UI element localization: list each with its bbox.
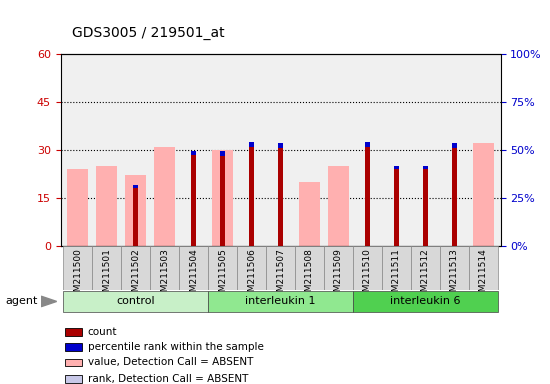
Bar <box>68 185 89 246</box>
Bar <box>133 185 139 246</box>
Text: GSM211513: GSM211513 <box>450 248 459 303</box>
Text: GSM211504: GSM211504 <box>189 248 198 303</box>
Bar <box>382 246 411 290</box>
Bar <box>65 328 81 336</box>
Bar <box>353 246 382 290</box>
Bar <box>212 150 233 246</box>
Bar <box>328 175 349 246</box>
Bar <box>472 143 493 246</box>
Text: GDS3005 / 219501_at: GDS3005 / 219501_at <box>72 26 224 40</box>
Text: GSM211507: GSM211507 <box>276 248 285 303</box>
Text: GSM211511: GSM211511 <box>392 248 401 303</box>
Bar <box>394 166 399 246</box>
Text: GSM211510: GSM211510 <box>363 248 372 303</box>
Text: GSM211506: GSM211506 <box>247 248 256 303</box>
Bar <box>299 182 320 246</box>
Text: value, Detection Call = ABSENT: value, Detection Call = ABSENT <box>87 358 253 367</box>
Bar <box>411 246 439 290</box>
Text: GSM211512: GSM211512 <box>421 248 430 303</box>
Bar <box>439 246 469 290</box>
Bar <box>208 246 237 290</box>
Bar <box>452 143 457 148</box>
Text: GSM211501: GSM211501 <box>102 248 111 303</box>
Bar <box>452 143 457 246</box>
Bar <box>150 246 179 290</box>
Bar <box>191 151 196 246</box>
Bar <box>365 142 370 246</box>
Bar <box>68 169 89 246</box>
Polygon shape <box>41 296 57 307</box>
Bar <box>295 246 324 290</box>
Bar <box>278 143 283 148</box>
Bar <box>96 185 117 246</box>
Bar <box>63 291 208 312</box>
Text: GSM211500: GSM211500 <box>73 248 82 303</box>
Bar <box>92 246 122 290</box>
Text: GSM211509: GSM211509 <box>334 248 343 303</box>
Text: GSM211503: GSM211503 <box>160 248 169 303</box>
Bar <box>122 246 150 290</box>
Text: agent: agent <box>6 296 38 306</box>
Bar <box>155 147 175 246</box>
Text: count: count <box>87 327 117 337</box>
Bar <box>365 142 370 147</box>
Bar <box>353 291 498 312</box>
Bar <box>237 246 266 290</box>
Bar <box>65 375 81 383</box>
Text: GSM211514: GSM211514 <box>478 248 488 303</box>
Bar <box>96 166 117 246</box>
Bar <box>155 162 175 246</box>
Bar <box>65 343 81 351</box>
Text: interleukin 1: interleukin 1 <box>245 296 316 306</box>
Bar <box>299 191 320 246</box>
Bar <box>422 166 428 246</box>
Bar <box>179 246 208 290</box>
Bar <box>65 359 81 366</box>
Text: GSM211505: GSM211505 <box>218 248 227 303</box>
Bar <box>191 151 196 155</box>
Bar <box>220 151 225 156</box>
Bar <box>249 142 254 147</box>
Bar <box>422 166 428 169</box>
Text: GSM211502: GSM211502 <box>131 248 140 303</box>
Text: interleukin 6: interleukin 6 <box>390 296 460 306</box>
Text: rank, Detection Call = ABSENT: rank, Detection Call = ABSENT <box>87 374 248 384</box>
Bar <box>328 166 349 246</box>
Text: control: control <box>117 296 155 306</box>
Bar <box>394 166 399 169</box>
Bar <box>220 151 225 246</box>
Text: GSM211508: GSM211508 <box>305 248 314 303</box>
Bar <box>472 159 493 246</box>
Bar <box>469 246 498 290</box>
Bar <box>266 246 295 290</box>
Bar <box>278 143 283 246</box>
Bar <box>125 175 146 246</box>
Bar <box>63 246 92 290</box>
Text: percentile rank within the sample: percentile rank within the sample <box>87 342 263 352</box>
Bar <box>249 142 254 246</box>
Bar <box>133 185 139 188</box>
Bar <box>324 246 353 290</box>
Bar <box>208 291 353 312</box>
